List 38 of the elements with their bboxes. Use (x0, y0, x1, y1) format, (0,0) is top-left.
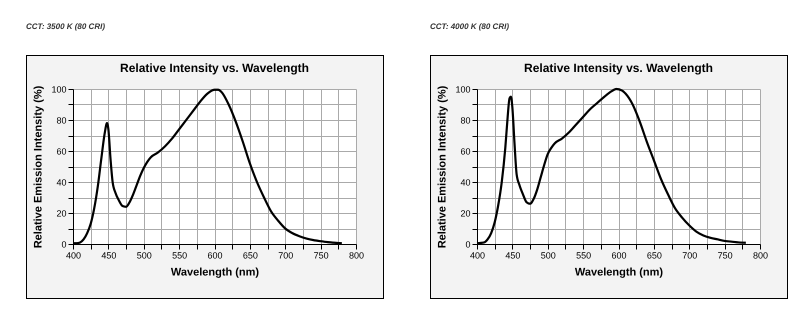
y-tick-label: 0 (61, 240, 66, 250)
y-tick-label: 20 (460, 208, 470, 218)
y-tick-label: 40 (56, 178, 66, 188)
y-tick-label: 80 (460, 116, 470, 126)
x-tick-label: 550 (172, 250, 188, 260)
y-tick-label: 60 (56, 146, 66, 156)
x-tick-label: 600 (611, 250, 627, 260)
x-tick-label: 400 (470, 250, 486, 260)
x-axis-title: Wavelength (nm) (574, 266, 664, 278)
y-tick-label: 80 (56, 116, 66, 126)
x-tick-label: 700 (682, 250, 698, 260)
x-axis-title: Wavelength (nm) (170, 266, 260, 278)
y-tick-label: 60 (460, 146, 470, 156)
x-tick-label: 600 (207, 250, 223, 260)
x-tick-label: 450 (505, 250, 520, 260)
x-tick-label: 650 (646, 250, 662, 260)
x-tick-label: 750 (718, 250, 733, 260)
x-tick-label: 500 (136, 250, 152, 260)
x-tick-label: 800 (348, 250, 364, 260)
x-tick-label: 700 (278, 250, 294, 260)
chart-title: Relative Intensity vs. Wavelength (120, 61, 309, 75)
x-tick-label: 400 (66, 250, 82, 260)
x-tick-label: 550 (576, 250, 592, 260)
chart-subtitle: CCT: 3500 K (80 CRI) (26, 22, 106, 33)
y-tick-label: 20 (56, 208, 66, 218)
y-tick-label: 40 (460, 178, 470, 188)
chart-title: Relative Intensity vs. Wavelength (524, 61, 713, 75)
y-tick-label: 100 (455, 84, 470, 94)
x-tick-label: 650 (242, 250, 258, 260)
x-tick-label: 800 (752, 250, 768, 260)
y-tick-label: 0 (465, 240, 470, 250)
x-tick-label: 750 (314, 250, 329, 260)
y-axis-title: Relative Emission Intensity (%) (436, 85, 448, 248)
chart-subtitle: CCT: 4000 K (80 CRI) (430, 22, 510, 33)
y-tick-label: 100 (51, 84, 66, 94)
x-tick-label: 500 (540, 250, 556, 260)
y-axis-title: Relative Emission Intensity (%) (32, 85, 44, 248)
x-tick-label: 450 (101, 250, 116, 260)
